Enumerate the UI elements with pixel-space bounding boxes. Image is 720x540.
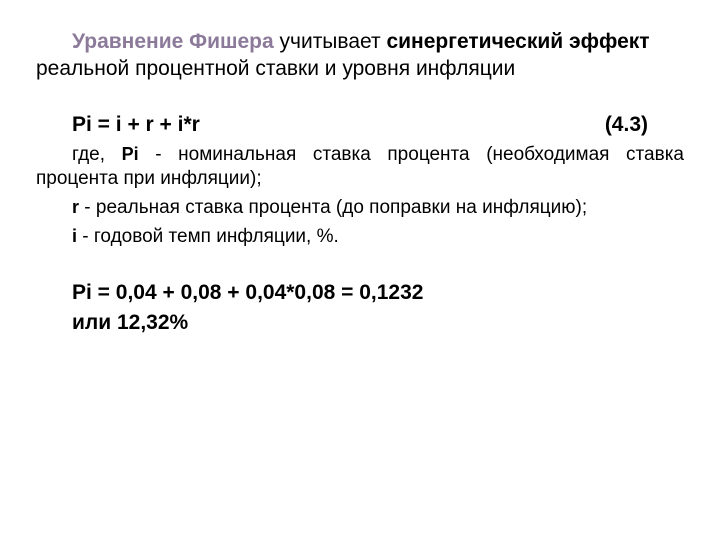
var-pi: Pi xyxy=(122,144,139,164)
formula-expression: Pi = i + r + i*r xyxy=(72,113,200,137)
def-i-text: - годовой темп инфляции, %. xyxy=(77,226,339,247)
calculation-line-1: Pi = 0,04 + 0,08 + 0,04*0,08 = 0,1232 xyxy=(36,281,684,305)
calculation-block: Pi = 0,04 + 0,08 + 0,04*0,08 = 0,1232 ил… xyxy=(36,281,684,335)
intro-part1: учитывает xyxy=(274,30,387,53)
definition-i: i - годовой темп инфляции, %. xyxy=(36,225,684,250)
def-prefix: где, xyxy=(72,144,122,165)
def-r-text: - реальная ставка процента (до поправки … xyxy=(79,197,587,218)
formula-row: Pi = i + r + i*r (4.3) xyxy=(36,113,684,137)
definition-pi: где, Pi - номинальная ставка процента (н… xyxy=(36,143,684,192)
definition-r: r - реальная ставка процента (до поправк… xyxy=(36,196,684,221)
fisher-equation-title: Уравнение Фишера xyxy=(72,30,274,53)
synergy-bold: синергетический эффект xyxy=(386,30,649,53)
formula-number: (4.3) xyxy=(605,113,648,137)
intro-paragraph: Уравнение Фишера учитывает синергетическ… xyxy=(36,28,684,83)
var-r: r xyxy=(72,197,79,217)
intro-part2: реальной процентной ставки и уровня инфл… xyxy=(36,57,515,80)
calculation-line-2: или 12,32% xyxy=(36,311,684,335)
